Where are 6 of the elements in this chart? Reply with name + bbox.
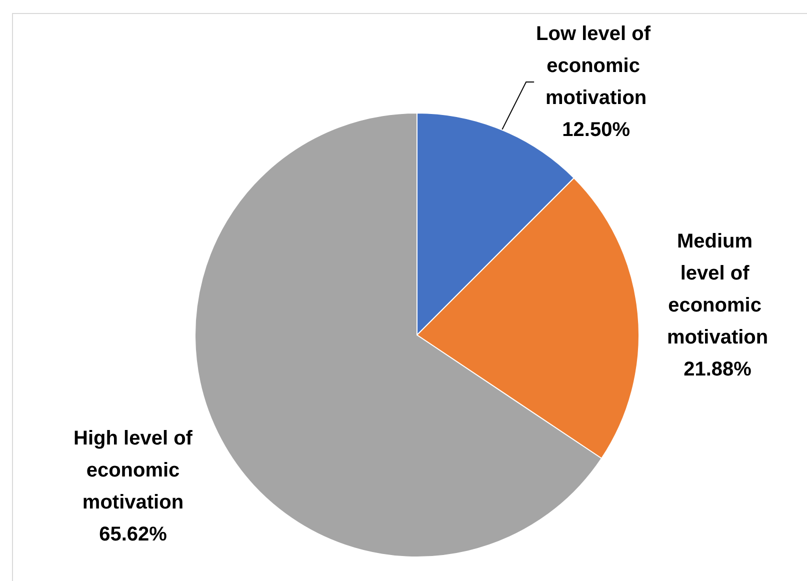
slice-label: Medium level of economic motivation bbox=[666, 230, 768, 348]
slice-label: High level of economic motivation bbox=[74, 428, 193, 514]
data-label: 21.88% bbox=[684, 358, 752, 380]
data-label: 12.50% bbox=[562, 119, 630, 141]
data-label: 65.62% bbox=[99, 524, 168, 546]
slice-label: Low level of economic motivation bbox=[536, 23, 656, 109]
